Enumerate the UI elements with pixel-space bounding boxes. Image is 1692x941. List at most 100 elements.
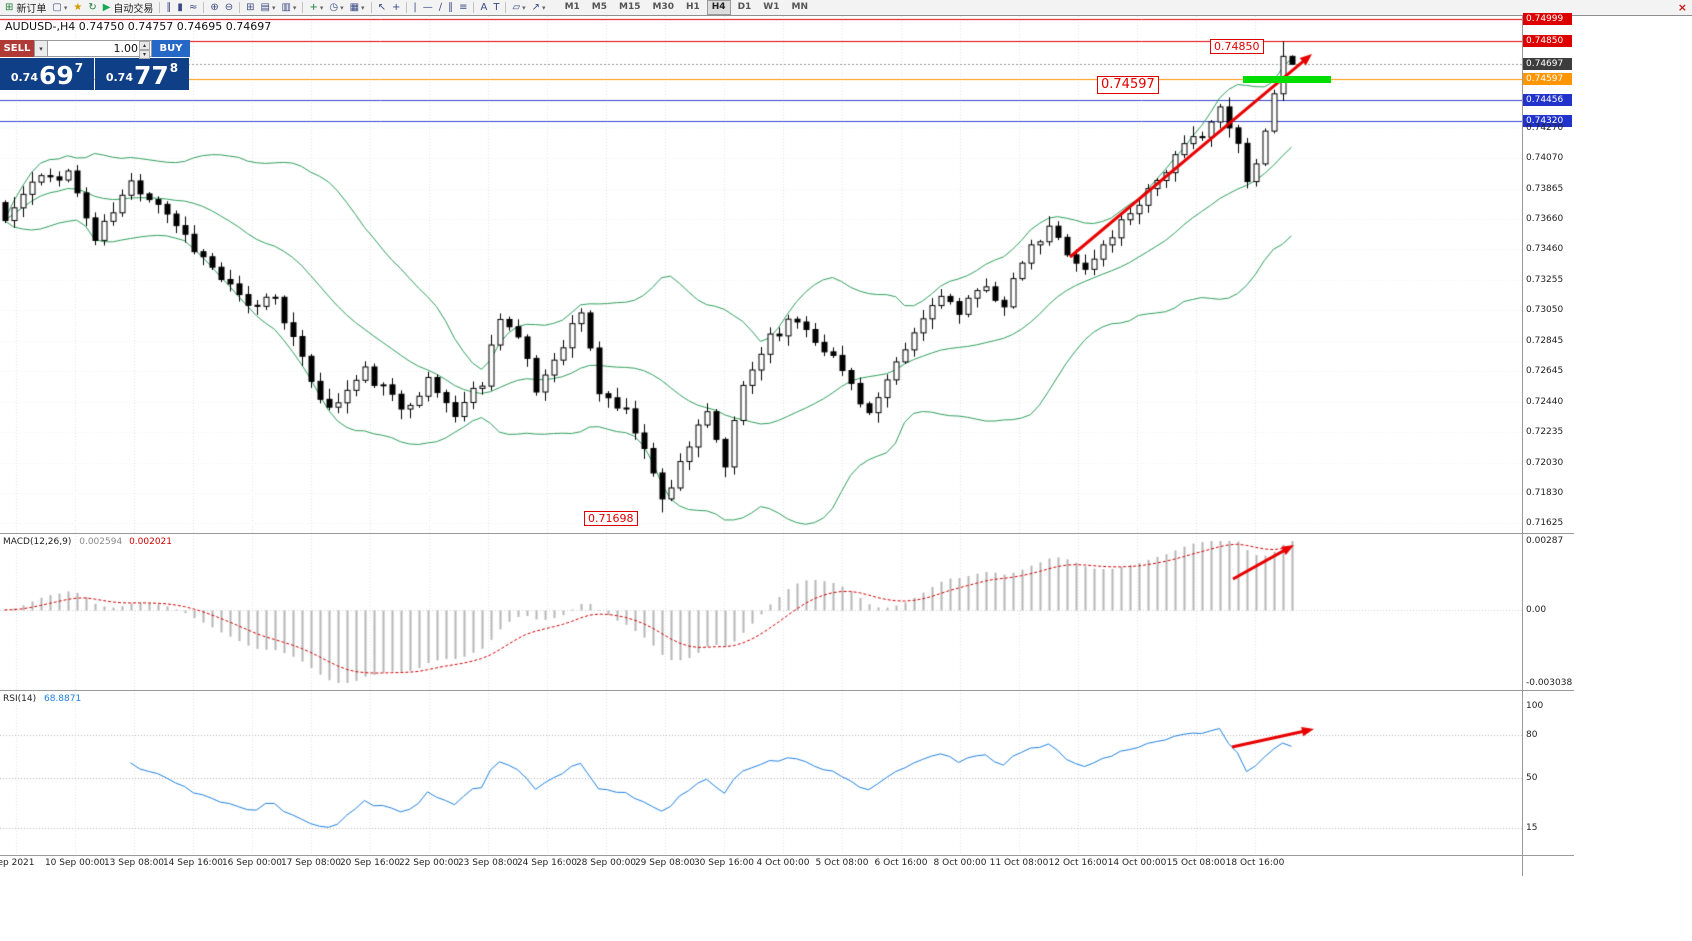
favorites-button[interactable]: ★ (70, 0, 85, 15)
price-axis-tag: 0.74320 (1523, 114, 1572, 127)
time-axis-label[interactable]: 28 Sep 00:00 (575, 858, 637, 868)
timeframe-h4-button[interactable]: H4 (706, 0, 731, 15)
shapes-dropdown-icon[interactable]: ▾ (522, 3, 526, 12)
toolbar-items: ⊞ 新订单 ▢ ▾ ★ ↻ ▶ 自动交易 ∥ ▮ ≈ ⊕ ⊖ ⊞ ▤ ▾ ▥ ▾ + ▾ ◷ ▾ ▦ ▾ ↖ + | — ∕ ∥ ≡ A T ▱ ▾… (2, 0, 549, 16)
refresh-button[interactable]: ↻ (85, 0, 99, 15)
toolbar-separator (406, 2, 408, 13)
time-axis-label[interactable]: 23 Sep 08:00 (457, 858, 519, 868)
support-zone-bar[interactable] (1243, 76, 1331, 84)
line-chart-button[interactable]: ≈ (186, 0, 200, 15)
templates-dropdown-icon[interactable]: ▾ (361, 3, 365, 12)
periods-icon: ◷ (329, 2, 339, 13)
candle-chart-button[interactable]: ▮ (174, 0, 186, 15)
rsi-panel-separator[interactable] (0, 690, 1574, 691)
buy-button[interactable]: BUY (152, 40, 190, 57)
time-axis-label[interactable]: 5 Oct 08:00 (815, 858, 869, 868)
time-axis-label[interactable]: 4 Oct 00:00 (756, 858, 810, 868)
tile-windows-button[interactable]: ⊞ (243, 0, 257, 15)
buy-price-display[interactable]: 0.74 77 8 (95, 58, 189, 90)
crosshair-button[interactable]: + (389, 0, 403, 15)
time-axis-label[interactable]: 10 Sep 00:00 (44, 858, 106, 868)
time-axis-label[interactable]: 13 Sep 08:00 (103, 858, 165, 868)
periods-button[interactable]: ◷ ▾ (326, 0, 346, 15)
auto-arrange-dropdown-icon[interactable]: ▾ (271, 3, 276, 12)
resistance-price-label[interactable]: 0.74850 (1210, 39, 1264, 54)
buy-price-sup: 8 (169, 61, 179, 75)
chart-window-button[interactable]: ▢ ▾ (49, 0, 70, 15)
volume-dropdown[interactable]: ▾ (34, 40, 48, 57)
macd-main-value: 0.002594 (79, 537, 123, 547)
price-scale-label: 0.74270 (1526, 123, 1564, 134)
time-axis-label[interactable]: 29 Sep 08:00 (634, 858, 696, 868)
channel-button[interactable]: ∥ (445, 0, 456, 15)
time-axis-label[interactable]: 16 Sep 00:00 (221, 858, 283, 868)
time-axis-label[interactable]: 18 Oct 16:00 (1225, 858, 1285, 868)
price-scale-label: 0.72440 (1526, 396, 1564, 407)
time-axis-label[interactable]: 14 Oct 00:00 (1107, 858, 1167, 868)
text-label-button[interactable]: T (490, 0, 502, 15)
price-scale-label: 0.73255 (1526, 274, 1564, 285)
time-axis-label[interactable]: 15 Oct 08:00 (1166, 858, 1226, 868)
new-order-button[interactable]: ⊞ 新订单 (2, 0, 49, 15)
volume-spinner: ▴ ▾ (139, 41, 150, 59)
entry-price-label[interactable]: 0.74597 (1097, 76, 1159, 94)
add-indicator-button[interactable]: + ▾ (306, 0, 326, 15)
zoom-in-button[interactable]: ⊕ (207, 0, 221, 15)
autotrade-icon: ▶ (102, 2, 111, 13)
time-axis-label[interactable]: 20 Sep 16:00 (339, 858, 401, 868)
macd-panel-separator[interactable] (0, 533, 1574, 534)
sell-price-display[interactable]: 0.74 69 7 (0, 58, 94, 90)
time-axis-label[interactable]: 12 Oct 16:00 (1048, 858, 1108, 868)
price-chart-canvas[interactable] (0, 16, 1522, 533)
horizontal-line-icon: — (422, 2, 433, 13)
volume-increase-button[interactable]: ▴ (139, 41, 150, 50)
rsi-panel-canvas[interactable] (0, 690, 1522, 855)
vertical-line-button[interactable]: | (410, 0, 419, 15)
timeframe-w1-button[interactable]: W1 (763, 2, 780, 12)
timeframe-mn-button[interactable]: MN (791, 2, 809, 12)
time-axis-label[interactable]: 8 Oct 00:00 (933, 858, 987, 868)
zoom-out-button[interactable]: ⊖ (222, 0, 236, 15)
timeframe-m15-button[interactable]: M15 (619, 2, 641, 12)
text-button[interactable]: A (477, 0, 490, 15)
templates-button[interactable]: ▦ ▾ (347, 0, 368, 15)
sell-button[interactable]: SELL (0, 40, 34, 57)
volume-decrease-button[interactable]: ▾ (139, 50, 150, 59)
chart-shift-button[interactable]: ▥ ▾ (278, 0, 299, 15)
time-axis-label[interactable]: 24 Sep 16:00 (516, 858, 578, 868)
time-axis-label[interactable]: 30 Sep 16:00 (693, 858, 755, 868)
fibonacci-button[interactable]: ≡ (456, 0, 470, 15)
auto-arrange-button[interactable]: ▤ ▾ (258, 0, 279, 15)
arrows-button[interactable]: ↗ ▾ (529, 0, 549, 15)
periods-dropdown-icon[interactable]: ▾ (340, 3, 344, 12)
timeframe-m30-button[interactable]: M30 (652, 2, 674, 12)
price-scale-label: 0.71625 (1526, 518, 1564, 529)
trendline-button[interactable]: ∕ (436, 0, 445, 15)
time-axis-label[interactable]: 11 Oct 08:00 (989, 858, 1049, 868)
autotrade-button[interactable]: ▶ 自动交易 (100, 0, 157, 15)
time-axis-label[interactable]: 17 Sep 08:00 (280, 858, 342, 868)
price-axis-tag: 0.74999 (1523, 13, 1572, 26)
cursor-button[interactable]: ↖ (375, 0, 389, 15)
rsi-scale-label: 15 (1526, 823, 1538, 834)
close-button[interactable]: × (1678, 1, 1687, 15)
timeframe-m1-button[interactable]: M1 (564, 2, 580, 12)
macd-panel-canvas[interactable] (0, 533, 1522, 690)
bar-chart-button[interactable]: ∥ (163, 0, 174, 15)
time-axis-label[interactable]: ep 2021 (0, 858, 35, 868)
timeframe-d1-button[interactable]: D1 (737, 2, 752, 12)
timeframe-m5-button[interactable]: M5 (591, 2, 607, 12)
time-axis-label[interactable]: 14 Sep 16:00 (162, 858, 224, 868)
timeframe-h1-button[interactable]: H1 (685, 2, 700, 12)
add-indicator-dropdown-icon[interactable]: ▾ (319, 3, 324, 12)
arrows-dropdown-icon[interactable]: ▾ (542, 3, 546, 12)
chart-window-dropdown-icon[interactable]: ▾ (63, 3, 68, 12)
chart-shift-dropdown-icon[interactable]: ▾ (292, 3, 297, 12)
volume-input[interactable]: 1.00 ▴ ▾ (48, 40, 152, 59)
horizontal-line-button[interactable]: — (420, 0, 436, 15)
text-icon: A (480, 2, 488, 13)
swing-low-price-label[interactable]: 0.71698 (584, 511, 638, 526)
time-axis-label[interactable]: 22 Sep 00:00 (398, 858, 460, 868)
time-axis-label[interactable]: 6 Oct 16:00 (874, 858, 928, 868)
shapes-button[interactable]: ▱ ▾ (509, 0, 528, 15)
